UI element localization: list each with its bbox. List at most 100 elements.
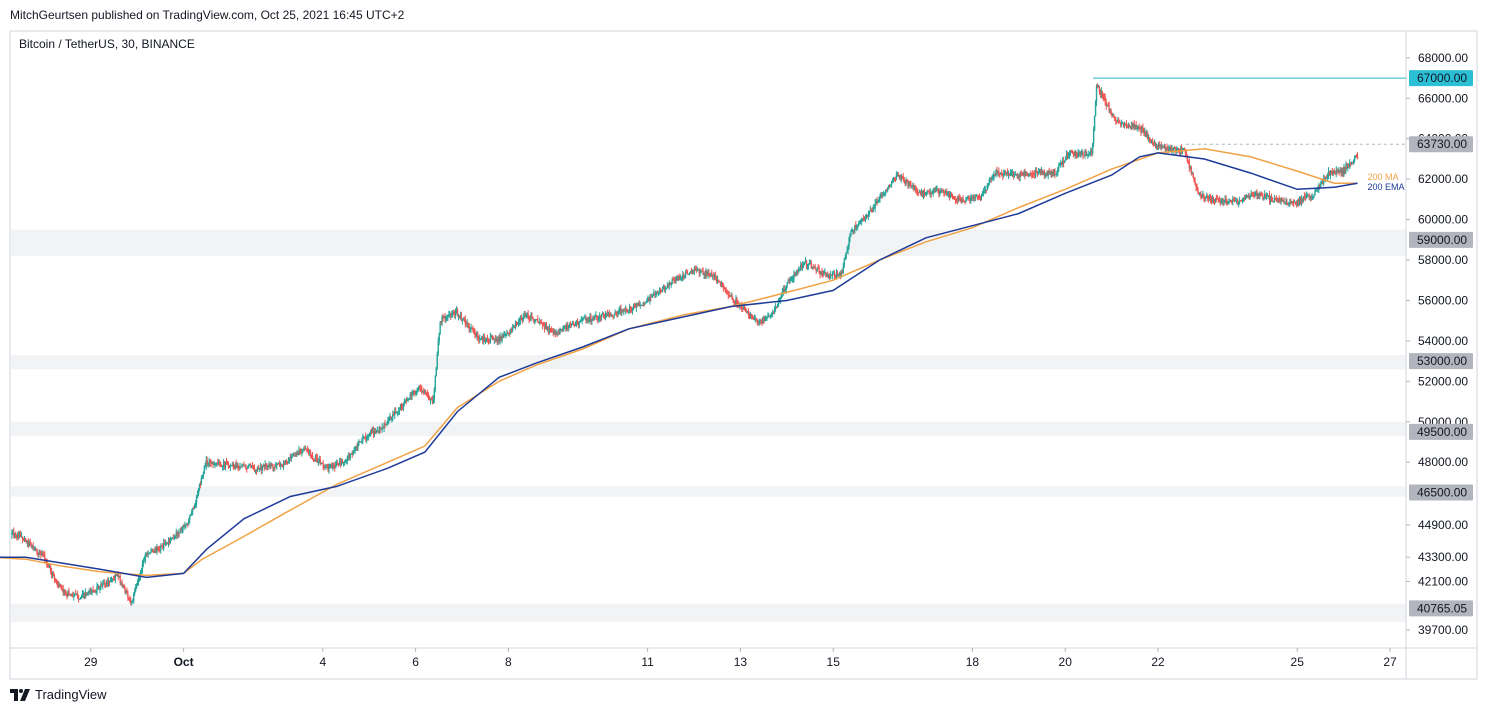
candle-body: [537, 319, 539, 323]
candle-body: [67, 591, 69, 596]
candle-body: [250, 465, 253, 466]
candle-body: [506, 333, 508, 334]
candle-body: [894, 177, 897, 179]
candle-body: [112, 578, 115, 580]
candle-body: [151, 549, 153, 550]
horizontal-levels: [1093, 77, 1406, 145]
candle-body: [358, 441, 360, 444]
candle-body: [474, 331, 476, 335]
candle-body: [714, 275, 717, 278]
candle-body: [1061, 162, 1063, 166]
candle-body: [1009, 173, 1012, 175]
candle-body: [120, 582, 122, 584]
candle-body: [695, 269, 698, 271]
candle-body: [1287, 203, 1289, 204]
candle-body: [1001, 172, 1003, 175]
candle-body: [877, 201, 879, 203]
candle-body: [397, 410, 400, 412]
candle-body: [1149, 141, 1152, 143]
candle-body: [624, 310, 626, 312]
candle-body: [929, 192, 931, 194]
candle-body: [713, 275, 716, 277]
candle-body: [1130, 125, 1133, 128]
candle-body: [326, 465, 328, 467]
price-tick-label: 60000.00: [1418, 213, 1468, 227]
candle-body: [70, 594, 72, 596]
candle-body: [393, 414, 395, 416]
candle-body: [1324, 177, 1327, 180]
candle-body: [149, 552, 151, 554]
candle-body: [27, 541, 30, 547]
candle-body: [906, 179, 908, 181]
candle-body: [269, 465, 271, 467]
candle-body: [71, 594, 73, 596]
candle-body: [1022, 174, 1024, 176]
candle-body: [706, 271, 708, 275]
candle-body: [585, 317, 587, 322]
brand-label: TradingView: [35, 687, 107, 702]
candle-body: [866, 215, 869, 217]
candle-body: [655, 293, 657, 295]
candle-body: [110, 579, 113, 581]
candle-body: [561, 328, 563, 330]
candle-body: [235, 463, 237, 469]
candle-body: [390, 416, 392, 420]
candle-body: [345, 460, 348, 462]
candle-body: [1123, 123, 1126, 126]
candle-body: [766, 316, 768, 319]
candle-body: [1278, 198, 1280, 202]
candle-body: [293, 455, 295, 457]
candle-body: [246, 467, 248, 469]
candle-body: [1205, 197, 1207, 199]
price-tick-label: 52000.00: [1418, 374, 1468, 388]
candle-body: [797, 270, 799, 272]
candle-body: [916, 190, 918, 192]
candle-body: [745, 311, 748, 313]
candle-body: [134, 588, 137, 592]
candle-body: [1225, 198, 1227, 202]
candle-body: [140, 569, 143, 573]
zone-price-label-bg: [1409, 484, 1473, 501]
candle-body: [510, 328, 513, 331]
candle-body: [605, 314, 608, 316]
candle-body: [801, 264, 804, 268]
candle-body: [963, 201, 965, 203]
candle-body: [26, 541, 29, 544]
candle-body: [223, 461, 226, 467]
candle-body: [913, 185, 915, 189]
tradingview-brand[interactable]: TradingView: [10, 687, 107, 702]
candle-body: [1223, 200, 1225, 202]
zone-band: [11, 229, 1406, 256]
candle-body: [248, 465, 250, 468]
candle-body: [1241, 201, 1244, 202]
candle-body: [1067, 154, 1070, 158]
candle-body: [455, 310, 458, 312]
candle-body: [1013, 175, 1016, 177]
price-tick-label: 56000.00: [1418, 293, 1468, 307]
candle-body: [711, 272, 713, 276]
candle-body: [283, 462, 286, 464]
candle-body: [168, 540, 171, 542]
candle-body: [840, 271, 843, 277]
candle-body: [1011, 172, 1014, 174]
candle-body: [1295, 204, 1298, 206]
level-price-label: 63730.00: [1417, 137, 1467, 151]
candle-body: [80, 596, 83, 598]
zone-band: [11, 355, 1406, 370]
candle-body: [1055, 174, 1057, 175]
candle-body: [1031, 173, 1033, 175]
candle-body: [89, 590, 91, 593]
candle-body: [202, 473, 205, 478]
candle-body: [943, 189, 945, 192]
candle-body: [327, 466, 329, 470]
candle-body: [1216, 198, 1219, 200]
candle-body: [950, 195, 953, 197]
candle-body: [887, 188, 889, 191]
candle-body: [784, 289, 786, 292]
candle-body: [1310, 196, 1312, 198]
candle-body: [841, 271, 843, 274]
candle-body: [17, 533, 19, 538]
candle-body: [691, 269, 694, 272]
candle-body: [1207, 198, 1210, 199]
